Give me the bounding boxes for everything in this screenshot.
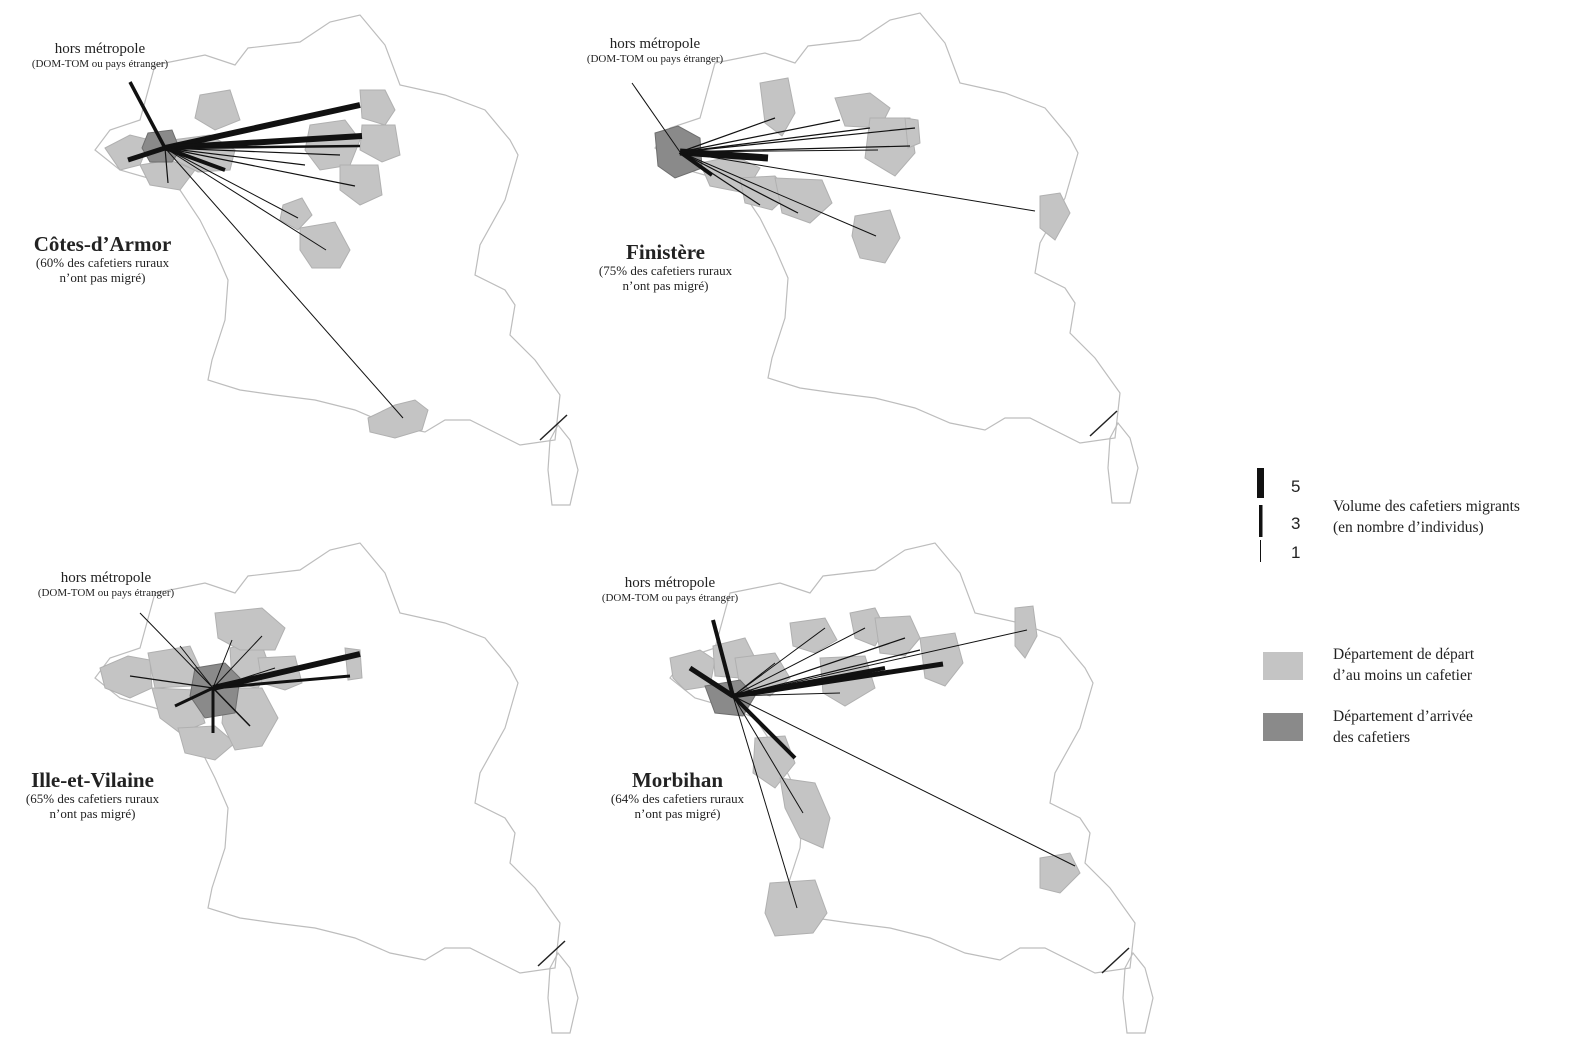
flow-lines <box>631 82 1036 237</box>
legend-arrival-text: Département d’arrivée des cafetiers <box>1333 708 1473 746</box>
flow-lines <box>127 81 404 419</box>
outside-label: hors métropole (DOM-TOM ou pays étranger… <box>601 575 739 605</box>
map-finistere <box>631 12 1139 504</box>
departure-departments <box>104 89 429 439</box>
legend-volume-1: 1 <box>1291 543 1301 562</box>
map-title: Ille-et-Vilaine (65% des cafetiers rurau… <box>25 768 160 822</box>
map-ille-et-vilaine <box>94 542 579 1034</box>
legend-volume-3: 3 <box>1291 514 1301 533</box>
legend-swatch-arrival <box>1263 713 1303 741</box>
outside-label: hors métropole (DOM-TOM ou pays étranger… <box>586 36 724 66</box>
map-title: Finistère (75% des cafetiers ruraux n’on… <box>598 240 733 294</box>
map-morbihan <box>669 542 1154 1034</box>
map-title: Côtes-d’Armor (60% des cafetiers ruraux … <box>33 232 172 286</box>
outside-label: hors métropole (DOM-TOM ou pays étranger… <box>31 41 169 71</box>
legend-departure-text: Département de départ d’au moins un cafe… <box>1333 646 1475 684</box>
map-cotes-darmor <box>94 14 579 506</box>
map-title: Morbihan (64% des cafetiers ruraux n’ont… <box>610 768 745 822</box>
outside-label: hors métropole (DOM-TOM ou pays étranger… <box>37 570 175 600</box>
departure-departments <box>699 77 1071 264</box>
legend-volume-title: Volume des cafetiers migrants (en nombre… <box>1333 498 1520 536</box>
legend-volume-bars <box>1257 468 1264 562</box>
legend-volume-5: 5 <box>1291 477 1301 496</box>
flow-lines <box>688 619 1076 909</box>
legend-swatch-departure <box>1263 652 1303 680</box>
flow-lines <box>129 612 361 733</box>
